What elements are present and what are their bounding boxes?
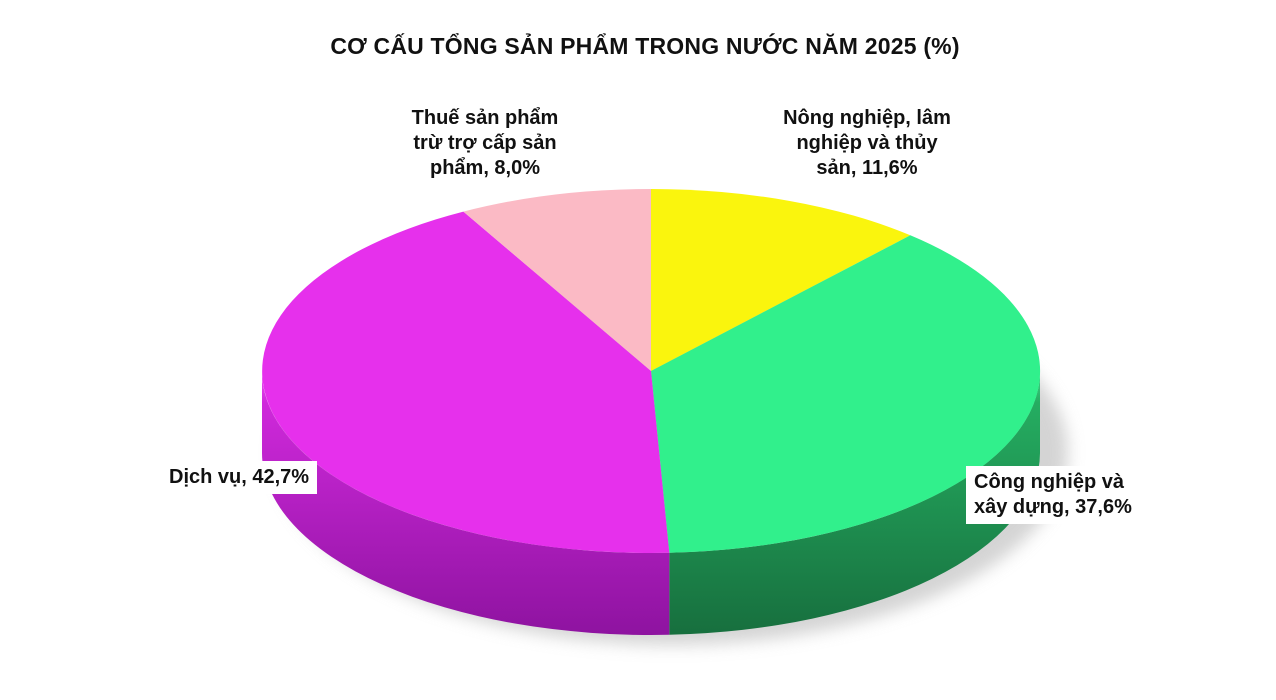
pie-slice-nong-nghiep-lam-nghiep-va-thuy-san <box>651 189 911 371</box>
label-line: phẩm, 8,0% <box>429 157 541 179</box>
label-line: nghiệp và thủy <box>796 132 938 154</box>
label-thue-san-pham: Thuế sản phẩm trừ trợ cấp sản phẩm, 8,0% <box>411 106 559 181</box>
pie-side-dich-vu <box>262 371 670 636</box>
pie-slice-thue-san-pham-tru-tro-cap-san-pham <box>463 189 651 371</box>
label-line: sản, 11,6% <box>816 157 918 179</box>
label-line: Nông nghiệp, lâm <box>783 107 951 129</box>
label-line: Thuế sản phẩm <box>411 107 559 129</box>
label-line: trừ trợ cấp sản <box>413 132 557 154</box>
chart-title: CƠ CẤU TỔNG SẢN PHẨM TRONG NƯỚC NĂM 2025… <box>330 33 960 59</box>
pie-side-cong-nghiep-va-xay-dung <box>669 371 1040 635</box>
label-line: Công nghiệp và <box>974 471 1124 493</box>
label-cong-nghiep: Công nghiệp và xây dựng, 37,6% <box>966 466 1140 524</box>
label-dich-vu: Dịch vụ, 42,7% <box>161 461 318 494</box>
pie-slice-dich-vu <box>262 211 670 553</box>
label-nong-nghiep: Nông nghiệp, lâm nghiệp và thủy sản, 11,… <box>783 106 951 181</box>
pie-slice-cong-nghiep-va-xay-dung <box>651 235 1041 553</box>
label-line: xây dựng, 37,6% <box>974 496 1132 518</box>
label-line: Dịch vụ, 42,7% <box>169 466 310 488</box>
